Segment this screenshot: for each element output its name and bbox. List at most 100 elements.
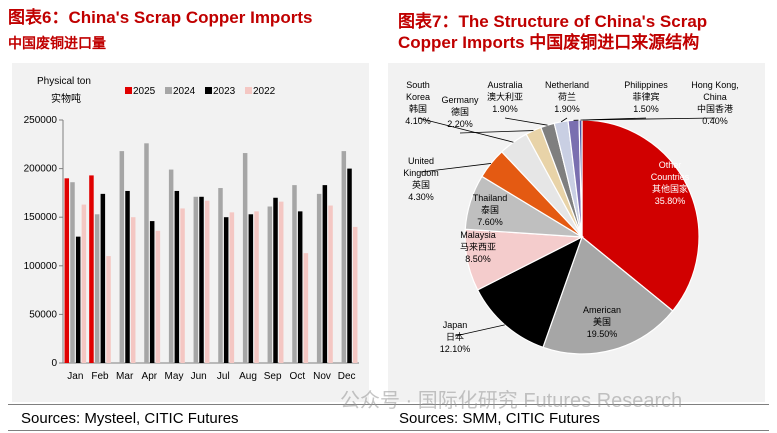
bar-2022-May <box>180 208 185 363</box>
pie-label-7: 2.20% <box>447 119 473 129</box>
bar-2023-Feb <box>100 193 106 363</box>
x-tick-label: Dec <box>338 371 356 382</box>
pie-slice-1 <box>542 235 674 355</box>
leader-line <box>504 117 548 126</box>
bar-2023-Dec <box>347 168 352 363</box>
leader-line <box>560 117 568 123</box>
pie-label-6: 4.10% <box>405 116 431 126</box>
bar-2024-Mar <box>119 151 125 363</box>
y-tick-label: 0 <box>51 358 57 369</box>
bar-2024-May <box>168 169 174 363</box>
pie-label-2: Japan <box>443 320 468 330</box>
x-tick-label: Aug <box>239 371 257 382</box>
legend-label: 2024 <box>173 86 196 97</box>
pie-label-6: 韩国 <box>409 103 427 114</box>
pie-label-9: 1.90% <box>554 104 580 114</box>
bar-2023-Mar <box>125 190 130 363</box>
pie-label-4: 泰国 <box>481 204 499 215</box>
legend-swatch <box>125 87 132 94</box>
y-tick-label: 250000 <box>24 115 58 126</box>
pie-label-1: 美国 <box>593 316 611 327</box>
pie-label-0: Countries <box>651 172 690 182</box>
pie-label-3: 马来西亚 <box>460 242 496 252</box>
legend-label: 2022 <box>253 86 276 97</box>
y-tick-label: 100000 <box>24 261 58 272</box>
left-subtitle: 中国废铜进口量 <box>8 35 106 51</box>
bar-2023-Nov <box>322 185 328 363</box>
pie-label-4: 7.60% <box>477 217 503 227</box>
pie-label-5: United <box>408 156 434 166</box>
pie-label-5: Kingdom <box>403 168 439 178</box>
bar-2024-Dec <box>341 151 347 363</box>
pie-label-5: 4.30% <box>408 192 434 202</box>
pie-label-9: 荷兰 <box>558 91 576 102</box>
pie-label-11: China <box>703 92 727 102</box>
x-tick-label: Sep <box>264 371 282 382</box>
bar-2022-Oct <box>303 253 309 363</box>
bar-2022-Feb <box>106 256 111 363</box>
y-tick-label: 150000 <box>24 212 58 223</box>
divider-top <box>8 404 769 405</box>
pie-label-3: Malaysia <box>460 230 496 240</box>
pie-label-7: 德国 <box>451 106 469 117</box>
y-tick-label: 200000 <box>24 164 58 175</box>
bar-2022-Sep <box>278 201 284 363</box>
pie-label-11: Hong Kong, <box>691 80 739 90</box>
x-tick-label: Jun <box>191 371 207 382</box>
left-title: 图表6：China's Scrap Copper Imports <box>8 8 313 27</box>
pie-label-2: 日本 <box>446 331 464 342</box>
x-tick-label: Nov <box>313 371 331 382</box>
bar-chart-panel: Physical ton 实物吨 2025 2024 2023 2022 0 50000 100… <box>12 63 369 402</box>
pie-label-3: 8.50% <box>465 254 491 264</box>
pie-label-5: 英国 <box>412 179 430 190</box>
y-axis-label: Physical ton <box>37 76 91 87</box>
pie-label-4: Thailand <box>473 193 508 203</box>
bar-2024-Jan <box>70 182 75 363</box>
legend-label: 2023 <box>213 86 236 97</box>
bar-2022-Apr <box>155 230 161 363</box>
bar-2024-Apr <box>144 143 149 363</box>
bar-2022-Dec <box>352 226 358 363</box>
bar-2024-Oct <box>292 185 297 363</box>
bar-2022-Jan <box>81 204 87 363</box>
bar-2023-Jul <box>223 217 229 363</box>
bar-2022-Aug <box>254 211 259 363</box>
bar-2023-May <box>174 190 180 363</box>
pie-label-10: 菲律宾 <box>632 91 659 102</box>
pie-label-7: Germany <box>441 95 479 105</box>
pie-slice-0 <box>581 119 700 312</box>
pie-label-2: 12.10% <box>440 344 471 354</box>
right-source: Sources: SMM, CITIC Futures <box>399 410 600 427</box>
x-tick-label: May <box>165 371 184 382</box>
pie-label-6: Korea <box>406 92 430 102</box>
pie-label-10: Philippines <box>624 80 668 90</box>
x-tick-label: Jul <box>217 371 230 382</box>
legend-swatch <box>245 87 252 94</box>
legend-swatch <box>205 87 212 94</box>
divider-bottom <box>8 430 769 431</box>
x-tick-label: Mar <box>116 371 134 382</box>
watermark: 公众号 · 国际化研究 Futures Research <box>340 390 683 412</box>
x-tick-label: Jan <box>67 371 83 382</box>
left-source: Sources: Mysteel, CITIC Futures <box>21 410 239 427</box>
pie-label-9: Netherland <box>545 80 589 90</box>
x-tick-label: Feb <box>91 371 109 382</box>
pie-label-8: 澳大利亚 <box>487 91 523 102</box>
pie-label-0: 其他国家 <box>652 183 688 194</box>
pie-label-10: 1.50% <box>633 104 659 114</box>
pie-label-8: Australia <box>487 80 522 90</box>
bar-2022-Mar <box>130 217 136 363</box>
bar-2024-Sep <box>267 206 273 363</box>
leader-line <box>459 130 534 134</box>
pie-label-8: 1.90% <box>492 104 518 114</box>
x-tick-label: Apr <box>142 371 158 382</box>
legend-swatch <box>165 87 172 94</box>
pie-slice-2 <box>476 235 584 349</box>
leader-line <box>417 117 514 143</box>
bar-2022-Jun <box>204 200 210 363</box>
leader-line <box>420 163 492 173</box>
pie-label-1: American <box>583 305 621 315</box>
bar-2025-Feb <box>89 175 94 363</box>
bar-2024-Aug <box>242 153 248 363</box>
bar-2024-Jun <box>193 196 199 363</box>
